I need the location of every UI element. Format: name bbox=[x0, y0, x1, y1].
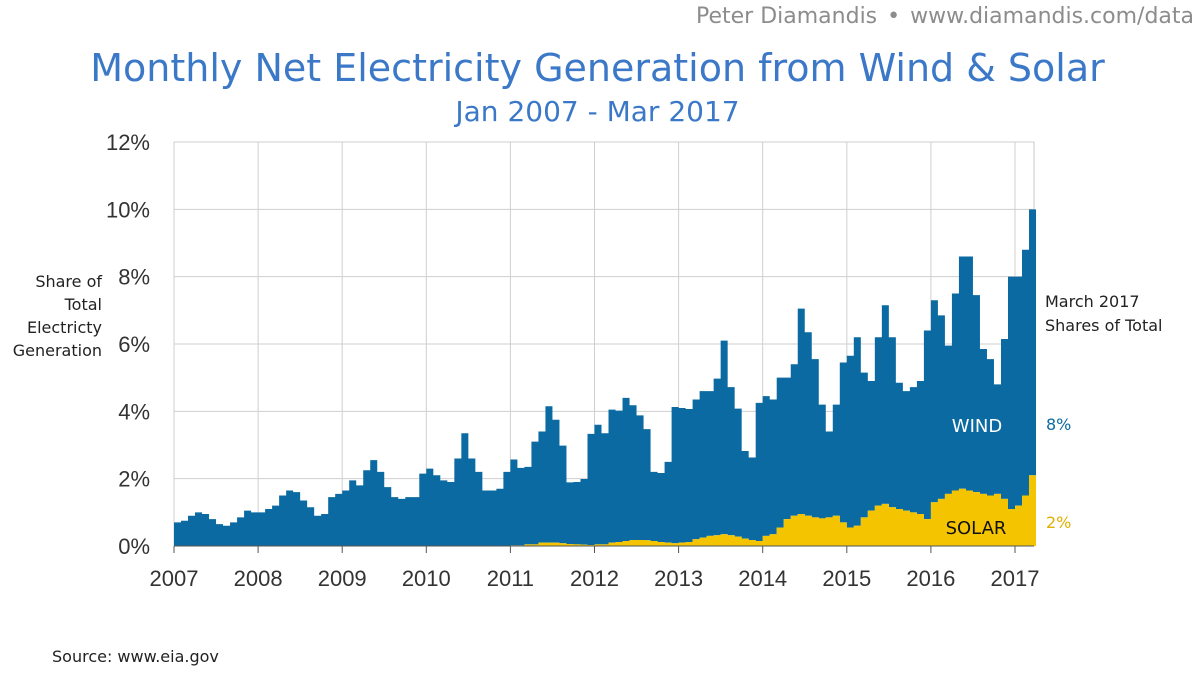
x-tick-labels: 2007 2008 2009 2010 2011 2012 2013 2014 2015 2016… bbox=[150, 566, 1040, 591]
shares-note: March 2017 Shares of Total bbox=[1045, 292, 1163, 335]
solar-label: SOLAR bbox=[946, 518, 1007, 539]
y-tick-label: 6% bbox=[118, 332, 150, 357]
y-tick-label: 10% bbox=[106, 197, 150, 222]
y-tick-label: 8% bbox=[118, 265, 150, 290]
series-labels: WIND SOLAR 8% 2% bbox=[946, 415, 1072, 539]
x-tick-label: 2013 bbox=[654, 566, 703, 591]
x-tick-label: 2011 bbox=[487, 566, 534, 591]
solar-share-value: 2% bbox=[1046, 513, 1071, 532]
x-tick-label: 2014 bbox=[738, 566, 787, 591]
attribution-url[interactable]: www.diamandis.com/data bbox=[910, 4, 1194, 29]
y-tick-labels: 0% 2% 4% 6% 8% 10% 12% bbox=[106, 130, 150, 559]
solar-area bbox=[174, 475, 1037, 546]
x-tick-label: 2009 bbox=[318, 566, 367, 591]
x-tick-label: 2015 bbox=[822, 566, 871, 591]
source-note: Source: www.eia.gov bbox=[52, 647, 219, 666]
author-name: Peter Diamandis bbox=[696, 4, 878, 29]
y-tick-label: 4% bbox=[118, 399, 150, 424]
x-tick-label: 2008 bbox=[234, 566, 283, 591]
chart-axes bbox=[173, 545, 1034, 553]
x-tick-label: 2012 bbox=[570, 566, 619, 591]
x-tick-label: 2007 bbox=[150, 566, 199, 591]
wind-share-value: 8% bbox=[1046, 415, 1071, 434]
chart-title: Monthly Net Electricity Generation from … bbox=[90, 46, 1105, 90]
wind-label: WIND bbox=[952, 416, 1002, 437]
separator-dot: • bbox=[887, 4, 901, 29]
chart-areas bbox=[174, 209, 1037, 547]
chart-subtitle: Jan 2007 - Mar 2017 bbox=[455, 95, 740, 128]
wind-area bbox=[174, 209, 1037, 547]
x-tick-label: 2017 bbox=[991, 566, 1040, 591]
y-tick-label: 0% bbox=[118, 534, 150, 559]
y-tick-label: 2% bbox=[118, 467, 150, 492]
x-tick-label: 2010 bbox=[402, 566, 451, 591]
attribution: Peter Diamandis • www.diamandis.com/data bbox=[696, 4, 1194, 29]
y-axis-label: Share of Total Electricty Generation bbox=[12, 272, 102, 360]
y-tick-label: 12% bbox=[106, 130, 150, 155]
x-tick-label: 2016 bbox=[906, 566, 955, 591]
